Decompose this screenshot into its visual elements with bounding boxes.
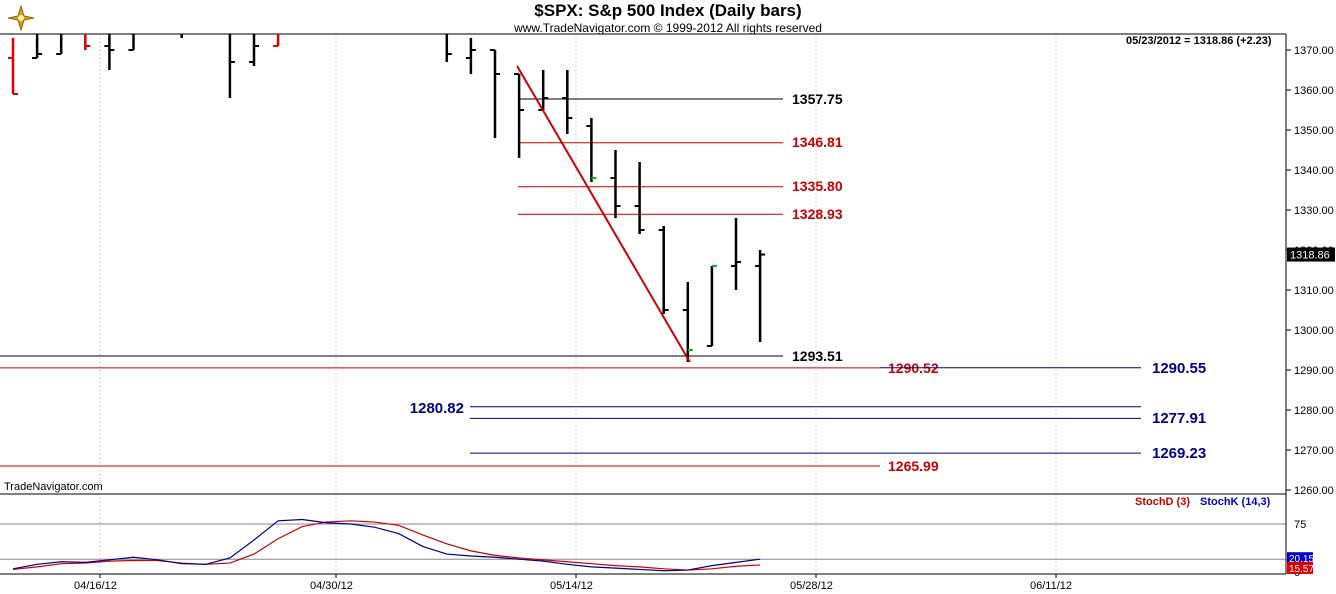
level-label-1335.80: 1335.80 xyxy=(792,178,843,194)
x-tick-label-04/16/12: 04/16/12 xyxy=(74,580,117,592)
down-trendline xyxy=(516,65,691,363)
gridlines xyxy=(0,34,1286,574)
level-label-1357.75: 1357.75 xyxy=(792,91,843,107)
x-tick-label-05/28/12: 05/28/12 xyxy=(790,580,833,592)
stochastic-panel xyxy=(12,518,761,572)
trendline-layer xyxy=(516,65,691,363)
stoch-tick-label-75: 75 xyxy=(1294,519,1306,531)
y-tick-label-1350.00: 1350.00 xyxy=(1294,125,1334,137)
last-price-tag: 1318.86 xyxy=(1290,250,1330,262)
level-label-1290.55: 1290.55 xyxy=(1152,360,1206,377)
last-price-tag-box xyxy=(1287,247,1335,262)
y-tick-label-1340.00: 1340.00 xyxy=(1294,165,1334,177)
level-label-1328.93: 1328.93 xyxy=(792,206,843,222)
level-label-1277.91: 1277.91 xyxy=(1152,410,1206,427)
copyright-text: www.TradeNavigator.com © 1999-2012 All r… xyxy=(514,21,822,35)
x-tick-label-05/14/12: 05/14/12 xyxy=(550,580,593,592)
legend-stoch-d: StochD (3) xyxy=(1135,496,1190,508)
x-tick-label-04/30/12: 04/30/12 xyxy=(310,580,353,592)
watermark-text: TradeNavigator.com xyxy=(4,481,103,493)
legend-stoch-k: StochK (14,3) xyxy=(1200,496,1271,508)
y-tick-label-1290.00: 1290.00 xyxy=(1294,365,1334,377)
level-label-1265.99: 1265.99 xyxy=(888,458,939,474)
y-tick-label-1370.00: 1370.00 xyxy=(1294,45,1334,57)
y-tick-label-1270.00: 1270.00 xyxy=(1294,445,1334,457)
level-label-1269.23: 1269.23 xyxy=(1152,445,1206,462)
chart-title: $SPX: S&p 500 Index (Daily bars) xyxy=(534,1,802,20)
y-tick-label-1360.00: 1360.00 xyxy=(1294,85,1334,97)
price-levels: 1357.75 1346.81 1335.80 1328.93 1293.51 1290.… xyxy=(0,91,1206,474)
stoch-k-tag: 20.15 xyxy=(1289,554,1314,565)
stoch-k-tag-box xyxy=(1287,552,1313,565)
stoch-d-tag-box xyxy=(1287,561,1313,574)
last-price-readout: 05/23/2012 = 1318.86 (+2.23) xyxy=(1126,35,1272,47)
y-tick-label-1260.00: 1260.00 xyxy=(1294,485,1334,497)
stoch-k-line xyxy=(12,518,761,572)
price-bars xyxy=(8,34,766,362)
trade-navigator-logo xyxy=(6,4,36,37)
y-tick-label-1300.00: 1300.00 xyxy=(1294,325,1334,337)
level-label-1293.51: 1293.51 xyxy=(792,348,843,364)
level-label-1346.81: 1346.81 xyxy=(792,134,843,150)
x-tick-label-06/11/12: 06/11/12 xyxy=(1030,580,1072,592)
stoch-d-tag: 15.57 xyxy=(1289,564,1314,575)
axes: 1260.00 1270.00 1280.00 1290.00 1300.00 1310.… xyxy=(74,45,1335,592)
level-label-1280.82: 1280.82 xyxy=(410,400,464,417)
y-tick-label-1310.00: 1310.00 xyxy=(1294,285,1334,297)
chart-frame xyxy=(0,33,1287,575)
stoch-d-line xyxy=(12,520,761,571)
y-tick-label-1330.00: 1330.00 xyxy=(1294,205,1334,217)
y-tick-label-1280.00: 1280.00 xyxy=(1294,405,1334,417)
